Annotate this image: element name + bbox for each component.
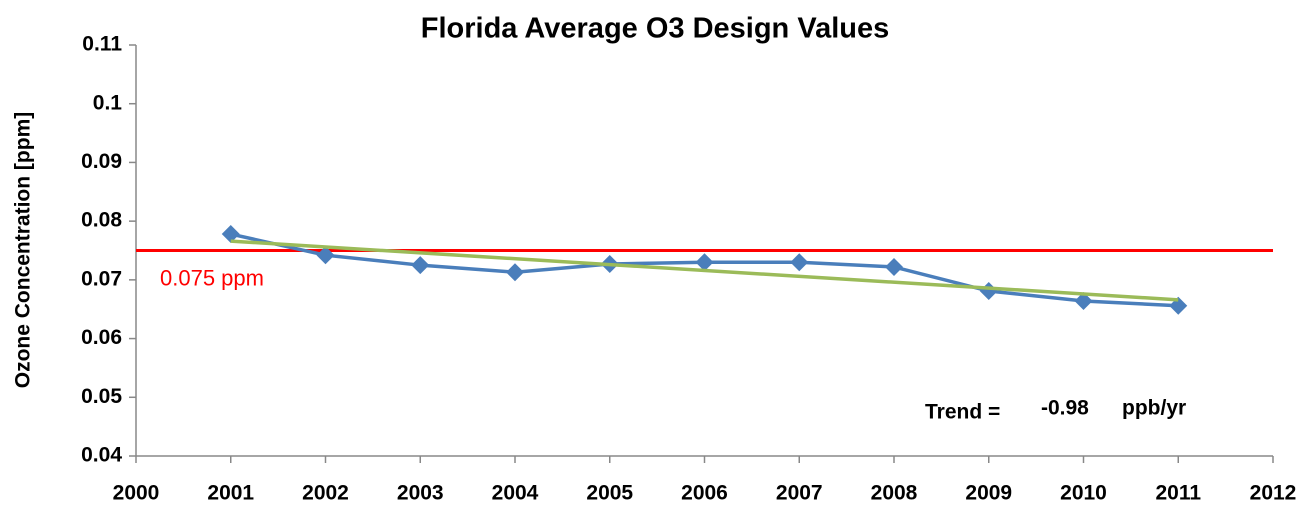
y-tick-label: 0.08 <box>81 209 122 232</box>
y-tick-label: 0.04 <box>81 444 122 467</box>
point-marker <box>221 225 240 244</box>
y-axis-title: Ozone Concentration [ppm] <box>12 112 35 389</box>
annotation-label: Trend = <box>925 401 1000 424</box>
x-tick-label: 2009 <box>965 482 1012 505</box>
y-tick-label: 0.06 <box>81 326 122 349</box>
point-marker <box>506 263 524 282</box>
x-tick-label: 2006 <box>681 482 728 505</box>
x-tick-label: 2003 <box>397 482 444 505</box>
y-tick-label: 0.09 <box>81 150 122 173</box>
point-marker <box>790 253 809 272</box>
annotation-value: -0.98 <box>1041 397 1089 420</box>
x-tick-label: 2008 <box>871 482 918 505</box>
reference-label: 0.075 ppm <box>160 265 264 290</box>
x-tick-label: 2000 <box>113 482 160 505</box>
x-tick-label: 2002 <box>302 482 349 505</box>
point-marker <box>316 246 335 265</box>
x-tick-label: 2004 <box>492 482 539 505</box>
chart-title: Florida Average O3 Design Values <box>421 13 889 45</box>
point-marker <box>1074 291 1093 310</box>
annotation-unit: ppb/yr <box>1122 397 1186 420</box>
y-tick-label: 0.11 <box>82 33 122 56</box>
y-tick-label: 0.07 <box>81 267 122 290</box>
point-marker <box>411 256 430 275</box>
x-tick-label: 2011 <box>1155 482 1201 505</box>
point-marker <box>695 253 714 272</box>
point-marker <box>885 257 903 276</box>
x-tick-label: 2010 <box>1060 482 1107 505</box>
y-tick-label: 0.05 <box>81 385 122 408</box>
x-tick-label: 2007 <box>776 482 823 505</box>
point-marker <box>979 282 998 301</box>
y-tick-label: 0.1 <box>93 91 123 114</box>
series-line <box>230 239 1179 302</box>
x-tick-label: 2012 <box>1250 482 1297 505</box>
x-tick-label: 2001 <box>207 482 254 505</box>
x-tick-label: 2005 <box>586 482 633 505</box>
